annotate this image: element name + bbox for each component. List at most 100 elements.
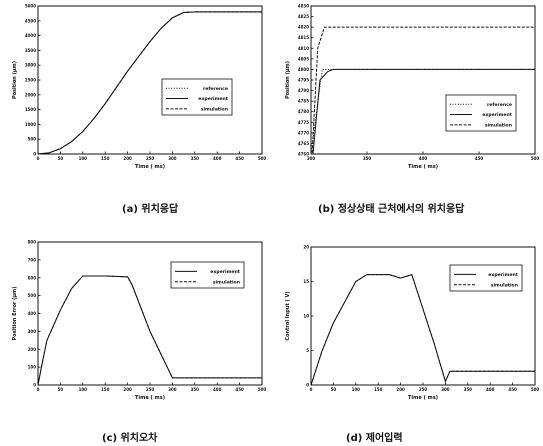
- x-tick-label: 300: [441, 387, 450, 392]
- x-tick-label: 350: [464, 387, 473, 392]
- chart-position-response: 0 50 100 150 200 250 300 350 400 450 5000500100015…: [12, 4, 266, 171]
- y-tick-label: 20: [303, 245, 309, 250]
- x-tick-label: 150: [101, 156, 110, 161]
- legend-label-experiment: experiment: [198, 96, 228, 102]
- x-tick-label: 100: [352, 387, 361, 392]
- y-tick-label: 500: [28, 293, 37, 298]
- y-tick-label: 4500: [25, 18, 36, 23]
- legend-label-reference: reference: [203, 86, 228, 92]
- y-tick-label: 0: [33, 152, 36, 157]
- legend-label-simulation: simulation: [201, 106, 228, 112]
- y-tick-label: 4830: [298, 4, 309, 9]
- y-tick-label: 4820: [298, 25, 309, 30]
- caption-c: (c) 위치오차: [102, 431, 158, 444]
- x-axis-label: Time ( ms): [135, 164, 165, 170]
- x-tick-label: 100: [79, 156, 88, 161]
- x-tick-label: 450: [235, 156, 244, 161]
- x-tick-label: 400: [213, 387, 222, 392]
- x-tick-label: 200: [123, 156, 132, 161]
- y-tick-label: 1000: [25, 122, 36, 127]
- y-tick-label: 4815: [298, 35, 309, 40]
- y-tick-label: 200: [28, 347, 37, 352]
- y-tick-label: 4775: [298, 120, 309, 125]
- caption-a: (a) 위치응답: [122, 202, 179, 215]
- y-tick-label: 3000: [25, 63, 36, 68]
- x-tick-label: 500: [531, 156, 540, 161]
- series-line-experiment: [312, 68, 535, 154]
- y-tick-label: 0: [306, 383, 309, 388]
- series-line-simulation: [38, 275, 262, 385]
- y-tick-label: 4825: [298, 14, 309, 19]
- y-axis-label: Control Input ( V): [285, 291, 291, 340]
- y-tick-label: 5: [306, 348, 309, 353]
- y-tick-label: 4770: [298, 130, 309, 135]
- legend-label-simulation: simulation: [485, 122, 512, 128]
- y-tick-label: 4780: [298, 109, 309, 114]
- x-tick-label: 400: [213, 156, 222, 161]
- x-tick-label: 50: [58, 387, 64, 392]
- x-tick-label: 0: [310, 387, 313, 392]
- x-tick-label: 400: [419, 156, 428, 161]
- y-tick-label: 300: [28, 329, 37, 334]
- x-tick-label: 350: [191, 387, 200, 392]
- x-tick-label: 300: [168, 156, 177, 161]
- legend-label-simulation: simulation: [491, 282, 518, 288]
- legend-box: [161, 78, 233, 116]
- y-tick-label: 4805: [298, 56, 309, 61]
- x-tick-label: 400: [486, 387, 495, 392]
- y-tick-label: 15: [303, 279, 309, 284]
- x-tick-label: 450: [475, 156, 484, 161]
- y-tick-label: 1500: [25, 107, 36, 112]
- y-tick-label: 4800: [298, 67, 309, 72]
- series-line-simulation: [38, 11, 262, 154]
- x-tick-label: 50: [331, 387, 337, 392]
- y-axis-label: Position (μm): [12, 61, 18, 99]
- y-tick-label: 2500: [25, 78, 36, 83]
- caption-b: (b) 정상상태 근처에서의 위치응답: [318, 202, 465, 215]
- x-tick-label: 0: [37, 387, 40, 392]
- chart-position-near-steady-state: 300 350 400 450 500 4760 4765 4770 4775 4780 4785 4…: [285, 4, 540, 171]
- x-tick-label: 50: [58, 156, 64, 161]
- x-tick-label: 200: [123, 387, 132, 392]
- x-tick-label: 500: [258, 156, 267, 161]
- x-tick-label: 300: [307, 156, 316, 161]
- y-tick-label: 10: [303, 314, 309, 319]
- x-tick-label: 350: [363, 156, 372, 161]
- legend-box: [449, 264, 523, 292]
- y-axis-label: Position (μm): [285, 61, 291, 99]
- legend-box: [170, 261, 245, 289]
- y-tick-label: 700: [28, 257, 37, 262]
- x-tick-label: 150: [374, 387, 383, 392]
- legend-label-reference: reference: [487, 102, 512, 108]
- y-tick-label: 3500: [25, 48, 36, 53]
- x-axis-label: Time ( ms): [408, 395, 438, 401]
- x-tick-label: 500: [531, 387, 540, 392]
- y-tick-label: 4810: [298, 46, 309, 51]
- legend-label-experiment: experiment: [488, 272, 518, 278]
- y-tick-label: 4765: [298, 141, 309, 146]
- x-tick-label: 450: [508, 387, 517, 392]
- caption-d: (d) 제어입력: [346, 431, 403, 444]
- x-tick-label: 0: [37, 156, 40, 161]
- y-tick-label: 4795: [298, 78, 309, 83]
- legend-label-experiment: experiment: [210, 269, 240, 275]
- y-tick-label: 100: [28, 365, 37, 370]
- y-tick-label: 600: [28, 275, 37, 280]
- y-tick-label: 4790: [298, 88, 309, 93]
- series-line-simulation: [311, 26, 535, 154]
- legend-label-simulation: simulation: [213, 279, 240, 285]
- y-tick-label: 4760: [298, 152, 309, 157]
- x-axis-label: Time ( ms): [408, 164, 438, 170]
- x-tick-label: 250: [146, 156, 155, 161]
- legend-box: [445, 94, 517, 132]
- x-tick-label: 100: [79, 387, 88, 392]
- x-axis-label: Time ( ms): [135, 395, 165, 401]
- y-tick-label: 0: [33, 383, 36, 388]
- y-tick-label: 4785: [298, 99, 309, 104]
- chart-position-error: 0 50 100 150 200 250 300 350 400 450 500 0 100 200 300…: [12, 240, 266, 402]
- y-tick-label: 400: [28, 311, 37, 316]
- legend-label-experiment: experiment: [482, 112, 512, 118]
- x-tick-label: 500: [258, 387, 267, 392]
- y-tick-label: 800: [28, 240, 37, 245]
